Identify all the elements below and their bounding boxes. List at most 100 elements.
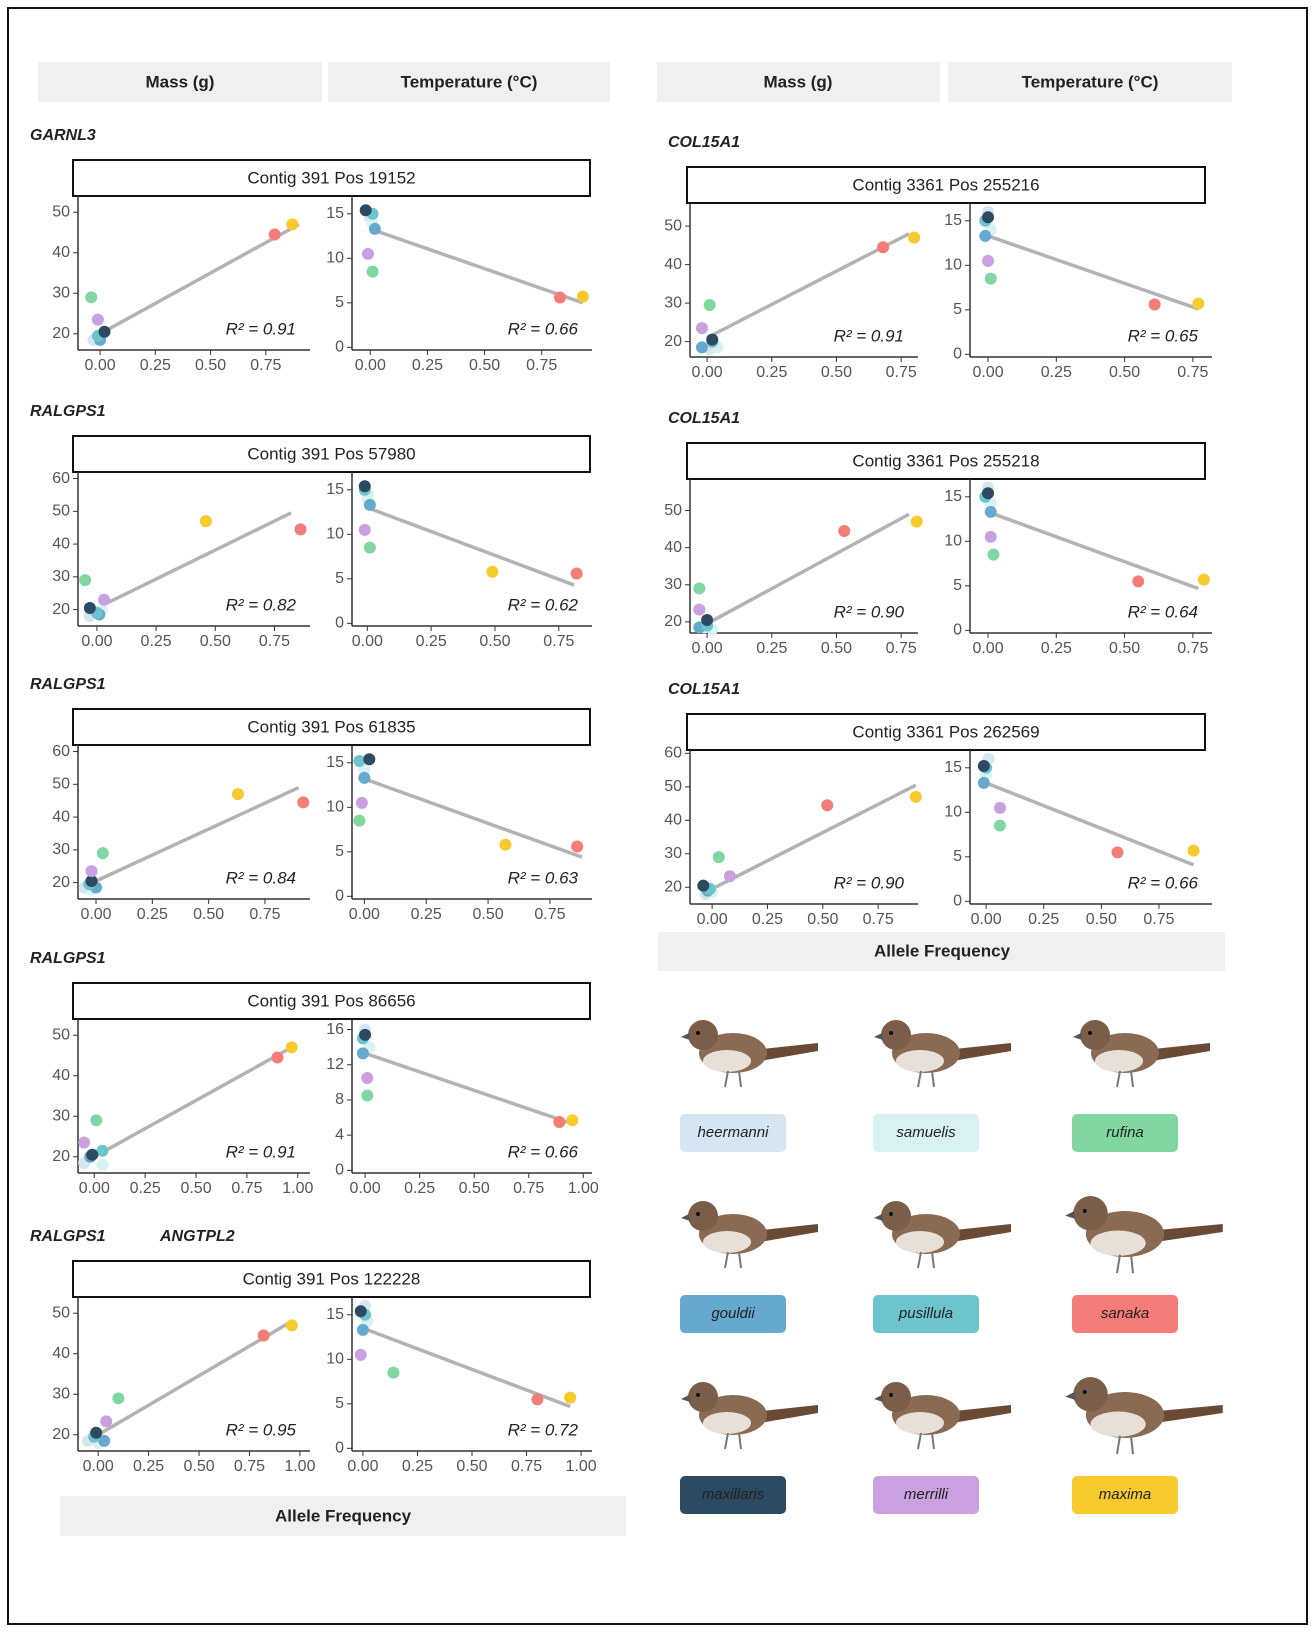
y-tick-label: 20 [52, 325, 70, 342]
panel-title: Contig 3361 Pos 262569 [852, 722, 1039, 741]
x-tick-label: 0.75 [863, 911, 894, 928]
y-tick-label: 15 [326, 205, 344, 222]
x-tick-label: 0.50 [807, 911, 838, 928]
y-tick-label: 30 [664, 576, 682, 593]
bird-leg [932, 1433, 934, 1449]
x-tick-label: 0.00 [692, 364, 723, 381]
bird-leg [739, 1252, 741, 1268]
y-tick-label: 16 [326, 1021, 344, 1038]
x-axis-label: Allele Frequency [275, 1506, 412, 1525]
subspecies-label: samuelis [896, 1124, 956, 1141]
y-tick-label: 15 [944, 212, 962, 229]
point [295, 523, 307, 535]
point [994, 802, 1006, 814]
gene-label: ANGTPL2 [159, 1228, 235, 1245]
x-tick-label: 0.50 [193, 906, 224, 923]
x-tick-label: 0.50 [1109, 640, 1140, 657]
bird-eye [696, 1212, 700, 1216]
x-tick-label: 0.00 [79, 1180, 110, 1197]
bird-head [1080, 1020, 1110, 1050]
point [271, 1052, 283, 1064]
fit-line [365, 1053, 572, 1123]
x-tick-label: 0.75 [511, 1458, 542, 1475]
panel-title: Contig 391 Pos 19152 [247, 168, 415, 187]
y-tick-label: 60 [664, 745, 682, 762]
point [79, 574, 91, 586]
column-header: Mass (g) [146, 72, 215, 91]
x-tick-label: 0.25 [140, 357, 171, 374]
bird-leg [918, 1433, 921, 1449]
point [713, 851, 725, 863]
point [978, 777, 990, 789]
point [100, 1415, 112, 1427]
y-tick-label: 40 [52, 1067, 70, 1084]
y-tick-label: 10 [944, 257, 962, 274]
point [286, 1041, 298, 1053]
point [98, 594, 110, 606]
x-tick-label: 0.00 [972, 640, 1003, 657]
x-axis-label: Allele Frequency [874, 941, 1011, 960]
subspecies-label: maxima [1099, 1486, 1152, 1503]
x-tick-label: 0.25 [133, 1458, 164, 1475]
y-tick-label: 15 [326, 754, 344, 771]
r2-annotation: R² = 0.62 [508, 595, 579, 614]
point [112, 1392, 124, 1404]
x-tick-label: 0.50 [180, 1180, 211, 1197]
y-tick-label: 0 [335, 339, 344, 356]
r2-annotation: R² = 0.82 [226, 595, 297, 614]
x-tick-label: 0.25 [752, 911, 783, 928]
x-tick-label: 0.00 [355, 357, 386, 374]
point [200, 515, 212, 527]
point [90, 1114, 102, 1126]
panel-title: Contig 3361 Pos 255218 [852, 451, 1039, 470]
bird-beak [1065, 1211, 1075, 1219]
y-tick-label: 50 [52, 503, 70, 520]
point [84, 602, 96, 614]
point [269, 229, 281, 241]
r2-annotation: R² = 0.91 [834, 326, 904, 345]
column-header: Temperature (°C) [401, 72, 538, 91]
bird-eye [889, 1031, 893, 1035]
point [359, 524, 371, 536]
r2-annotation: R² = 0.91 [226, 1142, 296, 1161]
bird-leg [1131, 1436, 1133, 1454]
x-tick-label: 0.25 [137, 906, 168, 923]
x-tick-label: 0.50 [195, 357, 226, 374]
point [838, 525, 850, 537]
fit-line [94, 1047, 291, 1156]
bird-leg [1117, 1071, 1120, 1087]
x-tick-label: 0.00 [81, 633, 112, 650]
point [987, 549, 999, 561]
point [564, 1392, 576, 1404]
bird-head [688, 1382, 718, 1412]
point [982, 487, 994, 499]
x-tick-label: 0.50 [456, 1458, 487, 1475]
point [985, 273, 997, 285]
x-tick-label: 0.00 [971, 911, 1002, 928]
x-tick-label: 0.00 [692, 640, 723, 657]
y-tick-label: 0 [335, 1162, 344, 1179]
r2-annotation: R² = 0.95 [226, 1420, 297, 1439]
x-tick-label: 0.50 [183, 1458, 214, 1475]
point [571, 567, 583, 579]
column-header: Temperature (°C) [1022, 72, 1159, 91]
subspecies-label: maxillaris [702, 1486, 765, 1503]
bird-belly [703, 1412, 751, 1434]
r2-annotation: R² = 0.90 [834, 873, 905, 892]
point [297, 796, 309, 808]
x-tick-label: 0.75 [534, 906, 565, 923]
point [286, 1319, 298, 1331]
x-tick-label: 0.50 [1086, 911, 1117, 928]
figure: Mass (g) Temperature (°C) Mass (g) Tempe… [0, 0, 1315, 1632]
bird-head [1073, 1377, 1108, 1412]
point [358, 772, 370, 784]
bird-belly [703, 1231, 751, 1253]
bird-leg [725, 1433, 728, 1449]
y-tick-label: 50 [664, 217, 682, 234]
r2-annotation: R² = 0.90 [834, 602, 905, 621]
y-tick-label: 0 [335, 1440, 344, 1457]
bird-beak [681, 1395, 690, 1402]
y-tick-label: 12 [326, 1056, 344, 1073]
r2-annotation: R² = 0.72 [508, 1420, 579, 1439]
y-tick-label: 0 [953, 893, 962, 910]
